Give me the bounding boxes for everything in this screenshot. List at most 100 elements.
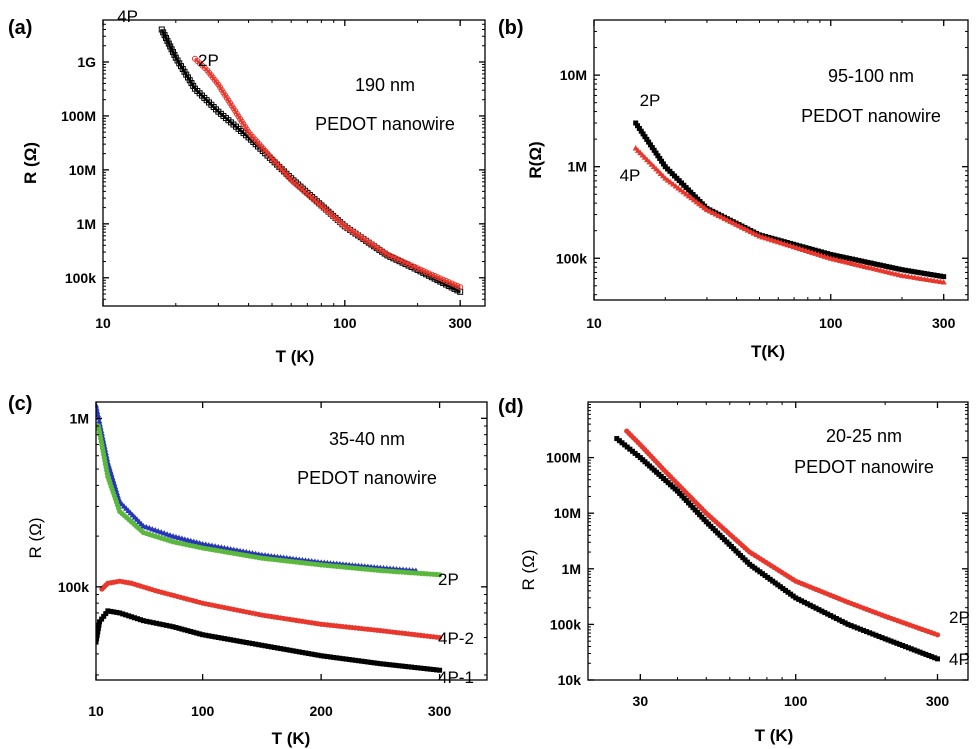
data-point [134,616,140,622]
data-point [887,264,893,270]
data-point [810,604,816,610]
data-point [834,253,840,259]
data-point [880,263,886,269]
series-label: 2P [198,51,219,70]
data-point [819,608,825,614]
data-point [765,574,771,580]
data-point [454,282,461,289]
data-point [614,436,620,442]
data-point [331,654,337,660]
data-point [253,641,259,647]
data-point [415,665,421,671]
x-tick-label: 300 [932,315,956,331]
data-point [864,629,870,635]
data-point [188,629,194,635]
data-point [290,648,296,654]
data-point [408,262,415,269]
data-point [157,621,163,627]
data-point [757,569,763,575]
y-tick-label: 100M [61,108,96,124]
data-point [327,654,333,660]
y-tick-label: 1M [77,216,96,232]
data-point [917,649,923,655]
x-tick-label: 300 [448,315,472,331]
data-point [770,578,776,584]
data-point [809,246,815,252]
data-point [309,651,315,657]
series-2p-0 [96,402,419,574]
data-point [368,659,374,665]
data-point [812,247,818,253]
data-point [417,266,424,273]
data-point [833,616,839,622]
data-point [635,452,641,458]
data-point [870,631,876,637]
data-point [785,589,791,595]
data-point [402,663,408,669]
x-axis-title: T (K) [755,726,794,745]
data-point [747,561,753,567]
data-point [905,268,911,274]
data-point [749,563,755,569]
data-point [921,270,927,276]
data-point [848,623,854,629]
data-point [616,438,622,444]
data-point [876,633,882,639]
series-4p-1 [614,436,940,662]
series-line [194,57,461,289]
data-point [101,613,107,619]
x-tick-label: 200 [309,703,333,719]
data-point [144,618,150,624]
data-point [828,613,834,619]
x-tick-label: 100 [333,315,357,331]
data-point [657,155,663,161]
data-point [399,663,405,669]
chart-panel-c: 10 100 200 300 100k 1M (c) 35-40 nm PEDOT nanowi… [8,393,488,748]
data-point [619,440,625,446]
data-point [940,279,947,285]
data-point [237,638,243,644]
data-point [923,651,929,657]
data-point [635,123,641,129]
data-point [225,636,231,642]
data-point [873,632,879,638]
data-point [259,642,265,648]
data-point [349,657,355,663]
data-point [937,273,943,279]
data-point [411,263,418,270]
annotation-text: 95-100 nm [828,66,914,86]
data-point [437,667,443,673]
x-tick-label: 10 [88,703,104,719]
data-point [299,649,305,655]
annotation-text: 20-25 nm [826,426,902,446]
y-tick-label: 100k [556,250,587,266]
data-point [179,626,185,632]
data-point [430,667,436,673]
data-point [825,611,831,617]
data-point [384,661,390,667]
data-point [126,613,132,619]
data-point [629,448,635,454]
data-point [321,653,327,659]
data-point [649,145,655,151]
data-point [445,279,452,286]
data-point [911,647,917,653]
data-point [434,274,441,281]
y-tick-label: 100k [58,579,89,595]
data-point [362,659,368,665]
data-point [414,265,421,272]
data-point [941,274,947,280]
panel-label: (c) [8,393,32,415]
data-point [231,637,237,643]
y-tick-label: 100k [65,270,96,286]
data-point [132,615,138,621]
data-point [420,267,427,274]
data-point [243,639,249,645]
data-point [900,643,906,649]
data-point [854,625,860,631]
data-point [640,131,646,137]
y-tick-label: 10M [69,162,96,178]
data-point [228,637,234,643]
series-2p-1 [191,55,464,291]
data-point [246,640,252,646]
